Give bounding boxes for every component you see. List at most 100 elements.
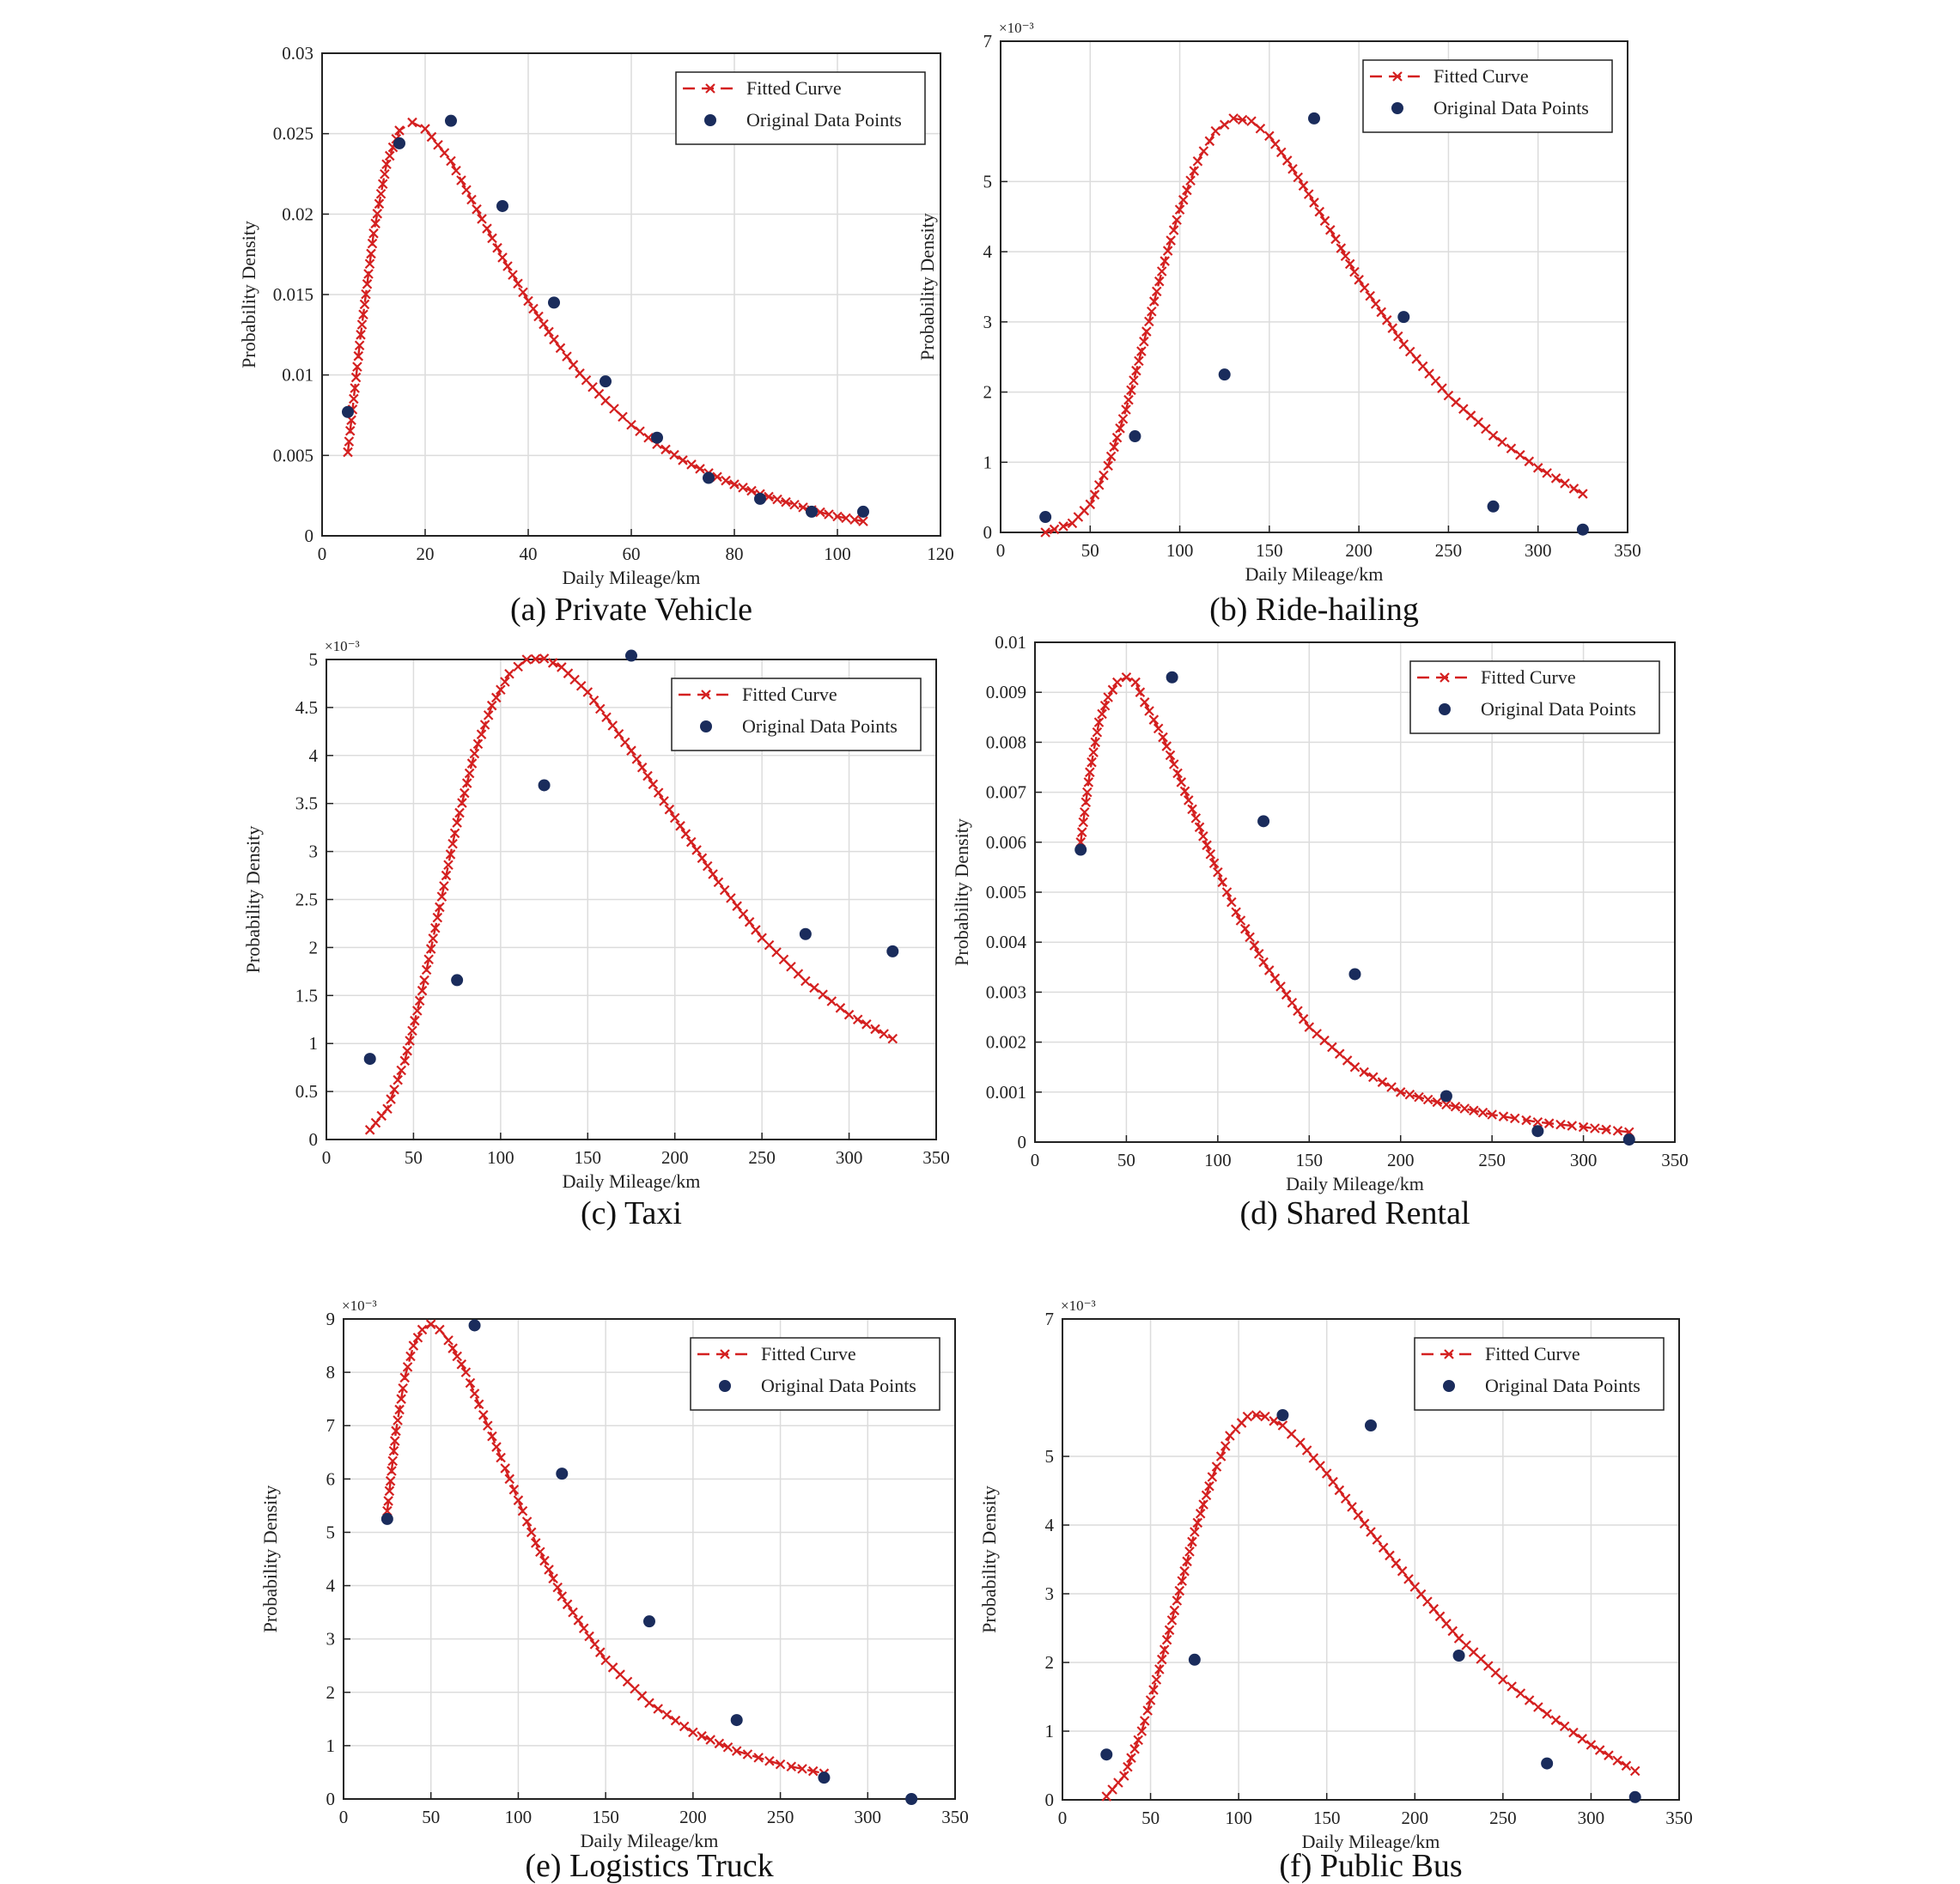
fitted-curve-marker — [487, 233, 497, 244]
fitted-curve-marker — [600, 1655, 611, 1666]
fitted-curve-marker — [1594, 1745, 1605, 1755]
fitted-curve-marker — [526, 1527, 537, 1538]
fitted-curve-marker — [1330, 234, 1341, 245]
fitted-curve-marker — [394, 125, 405, 136]
fitted-curve-marker — [675, 821, 685, 831]
fitted-curve-marker — [1298, 180, 1309, 191]
fitted-curve-marker — [517, 1505, 528, 1516]
fitted-curve-marker — [607, 720, 618, 731]
fitted-curve-marker — [1139, 1716, 1150, 1726]
fitted-curve-marker — [800, 975, 811, 987]
fitted-curve-marker — [726, 893, 736, 903]
legend: Fitted Curve Original Data Points — [671, 678, 922, 751]
fitted-curve-marker — [775, 1759, 786, 1770]
fitted-curve-marker — [1604, 1750, 1614, 1760]
x-tick-label: 350 — [1614, 540, 1641, 561]
fitted-curve-marker — [1543, 1118, 1555, 1128]
fitted-curve-marker — [1515, 1688, 1526, 1699]
fitted-curve-marker — [1340, 1493, 1351, 1504]
fitted-curve-marker — [719, 884, 730, 896]
y-tick-label: 3 — [1045, 1583, 1055, 1604]
y-tick-label: 7 — [326, 1415, 336, 1436]
fitted-curve-marker — [1246, 116, 1257, 126]
fitted-curve-marker — [1347, 1502, 1357, 1512]
fitted-curve-marker — [1194, 822, 1205, 833]
fitted-curve-marker — [1221, 887, 1233, 897]
fitted-curve-marker — [1156, 266, 1167, 277]
original-data-point — [1576, 523, 1589, 536]
y-tick-label: 9 — [326, 1309, 336, 1329]
y-axis-label: Probability Density — [259, 1486, 281, 1633]
fitted-curve-marker — [1240, 923, 1251, 934]
y-tick-label: 6 — [326, 1468, 336, 1489]
legend-fitted-marker — [701, 690, 711, 700]
fitted-curve-marker — [1208, 858, 1220, 869]
fitted-curve-marker — [1366, 1527, 1376, 1537]
x-tick-label: 200 — [1402, 1808, 1429, 1828]
fitted-curve-marker — [772, 494, 782, 505]
x-tick-label: 300 — [1525, 540, 1552, 561]
fitted-curve-marker — [350, 383, 360, 393]
y-tick-label: 5 — [309, 649, 319, 670]
y-tick-label: 7 — [983, 31, 993, 52]
fitted-curve-marker — [1487, 1109, 1497, 1120]
legend-label-data: Original Data Points — [1485, 1375, 1640, 1396]
y-tick-label: 1.5 — [295, 985, 318, 1006]
legend-data-swatch — [1391, 102, 1403, 114]
fitted-curve-marker — [1085, 499, 1096, 510]
fitted-curve-marker — [1111, 432, 1123, 443]
fitted-curve-marker — [664, 804, 675, 815]
fitted-curve-marker — [636, 762, 648, 773]
fitted-curve-marker — [423, 954, 434, 965]
fitted-curve-marker — [1076, 827, 1087, 837]
fitted-curve-marker — [1533, 1702, 1543, 1712]
y-tick-label: 0.01 — [282, 365, 313, 386]
fitted-curve-marker — [686, 459, 697, 470]
chart-panel-a: 0 20 40 60 80 100 120 0 0.005 0.01 0.015 0.02 0.025 0… — [238, 43, 954, 628]
y-exponent-label: ×10⁻³ — [342, 1298, 377, 1314]
fitted-curve-marker — [380, 168, 390, 179]
original-data-point — [600, 375, 612, 388]
fitted-curve-marker — [1372, 1535, 1383, 1545]
fitted-curve-marker — [425, 944, 436, 954]
x-tick-label: 100 — [1225, 1808, 1252, 1828]
fitted-curve-marker — [669, 449, 679, 460]
y-tick-label: 0.008 — [986, 732, 1026, 752]
y-tick-label: 0.006 — [986, 832, 1026, 853]
fitted-curve-marker — [402, 1045, 412, 1056]
fitted-curve-marker — [436, 891, 447, 902]
fitted-curve-marker — [469, 1389, 480, 1399]
fitted-curve-marker — [1287, 163, 1298, 174]
fitted-curve-marker — [1303, 189, 1314, 199]
fitted-curve-marker — [1121, 404, 1131, 415]
fitted-curve-marker — [618, 411, 628, 422]
fitted-curve-marker — [753, 1753, 764, 1763]
fitted-curve-marker — [744, 916, 755, 927]
y-tick-label: 2 — [1045, 1652, 1055, 1673]
fitted-curve-marker — [528, 303, 539, 314]
fitted-curve-marker — [887, 1033, 898, 1044]
x-tick-label: 200 — [679, 1807, 707, 1827]
legend-fitted-marker — [1440, 672, 1450, 683]
fitted-curve-marker — [544, 326, 554, 337]
fitted-curve-marker — [344, 425, 356, 436]
x-tick-label: 150 — [1256, 540, 1283, 561]
fitted-curve-marker — [1204, 136, 1215, 147]
fitted-curve-marker — [631, 754, 642, 764]
fitted-curve-marker — [1176, 777, 1187, 787]
y-tick-label: 0.004 — [986, 932, 1027, 952]
legend-label-data: Original Data Points — [1433, 97, 1589, 119]
fitted-curve-marker — [477, 214, 487, 224]
fitted-curve-marker — [408, 1340, 419, 1351]
fitted-curve-marker — [644, 1698, 654, 1708]
fitted-curve-marker — [1264, 131, 1275, 142]
fitted-curve-marker — [1201, 1490, 1212, 1501]
fitted-curve-marker — [568, 1607, 578, 1618]
fitted-curve-marker — [1275, 147, 1287, 158]
legend: Fitted Curve Original Data Points — [675, 71, 926, 145]
fitted-curve-marker — [1179, 786, 1190, 797]
fitted-curve-marker — [433, 140, 443, 150]
fitted-curve-marker — [391, 1425, 401, 1437]
fitted-curve-marker — [1099, 700, 1111, 711]
fitted-curve-marker — [870, 1024, 880, 1035]
